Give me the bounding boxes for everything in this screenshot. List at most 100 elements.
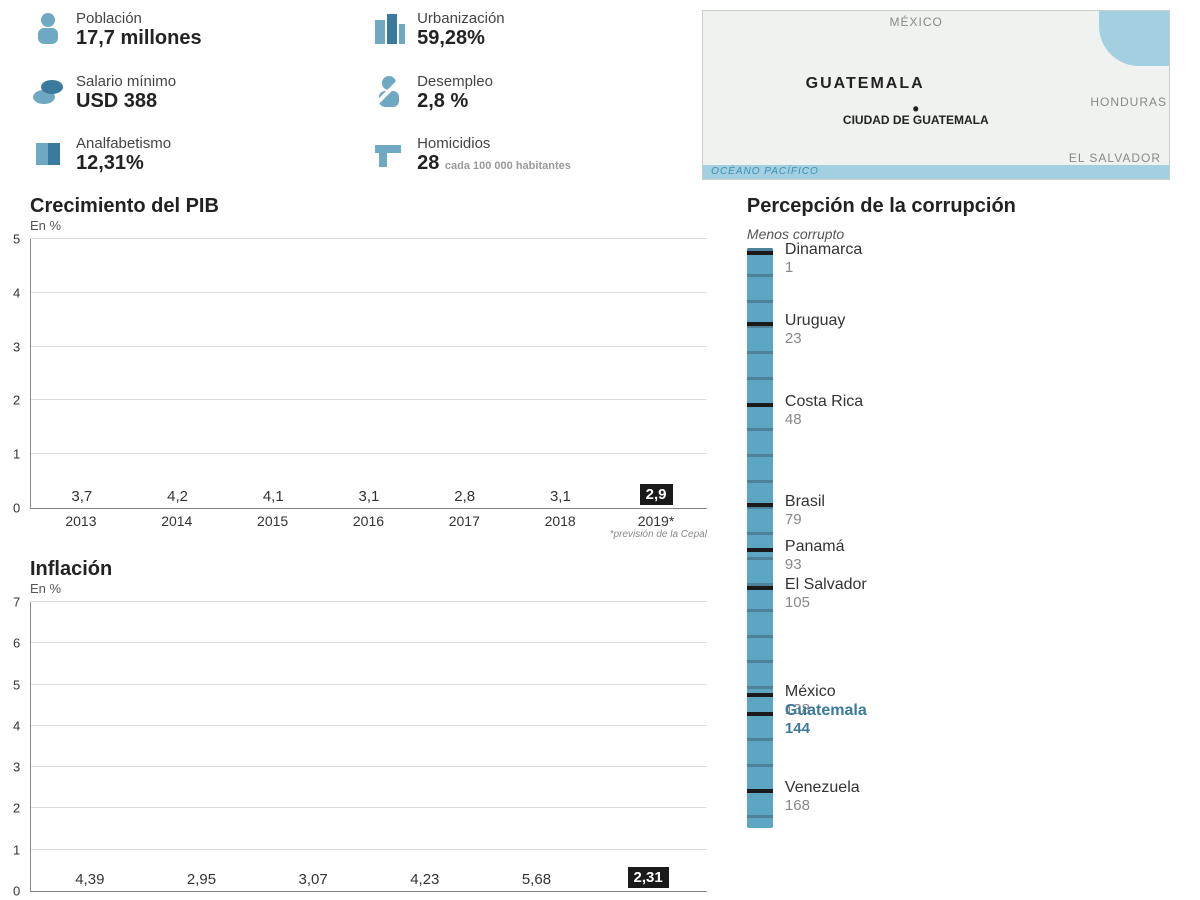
corruption-country: México xyxy=(785,683,836,701)
y-tick: 0 xyxy=(13,501,20,516)
x-label: 2019* xyxy=(613,513,699,529)
bar-value-label: 3,7 xyxy=(71,488,92,505)
pib-title: Crecimiento del PIB xyxy=(30,195,707,218)
x-label: 2014 xyxy=(134,513,220,529)
map-label-ocean: OCÉANO PACÍFICO xyxy=(711,166,819,177)
bar: 4,39 xyxy=(39,871,141,891)
bar-value-label: 3,1 xyxy=(550,488,571,505)
bar: 2,95 xyxy=(151,871,253,891)
inflation-sub: En % xyxy=(30,581,707,596)
corruption-country: Guatemala xyxy=(785,702,867,720)
corruption-item: Guatemala 144 xyxy=(785,702,867,737)
bar-value-label: 4,39 xyxy=(75,871,104,888)
stats-grid: Población 17,7 millones Urbanización 59,… xyxy=(30,10,682,180)
book-icon xyxy=(30,135,66,171)
stat-unemploy: Desempleo 2,8 % xyxy=(371,73,682,118)
bar-value-label: 4,2 xyxy=(167,488,188,505)
stat-label: Homicidios xyxy=(417,135,571,152)
stat-value: 2,8 % xyxy=(417,90,493,113)
corruption-item: El Salvador 105 xyxy=(785,576,867,611)
bar: 4,1 xyxy=(230,488,316,508)
bar: 2,31 xyxy=(597,867,699,891)
y-tick: 1 xyxy=(13,447,20,462)
corruption-item: Uruguay 23 xyxy=(785,312,845,347)
stat-value: 59,28% xyxy=(417,27,505,50)
y-tick: 5 xyxy=(13,677,20,692)
y-tick: 5 xyxy=(13,232,20,247)
corruption-item: Dinamarca 1 xyxy=(785,241,862,276)
pib-chart: Crecimiento del PIB En % 3,7 4,2 4,1 3,1… xyxy=(30,195,707,540)
bar-value-label: 2,31 xyxy=(628,867,669,888)
corruption-country: Venezuela xyxy=(785,779,860,797)
bar: 3,7 xyxy=(39,488,125,508)
corruption-country: Dinamarca xyxy=(785,241,862,259)
stat-illit: Analfabetismo 12,31% xyxy=(30,135,341,180)
pib-x-labels: 2013201420152016201720182019* xyxy=(30,513,707,529)
corruption-item: Venezuela 168 xyxy=(785,779,860,814)
y-tick: 6 xyxy=(13,636,20,651)
corruption-item: Brasil 79 xyxy=(785,493,825,528)
inflation-bars: 4,39 2,95 3,07 4,23 5,68 2,31 xyxy=(31,602,707,891)
stat-label: Urbanización xyxy=(417,10,505,27)
bar-value-label: 2,8 xyxy=(454,488,475,505)
map-block: MÉXICO GUATEMALA CIUDAD DE GUATEMALA HON… xyxy=(702,10,1170,180)
corruption-country: El Salvador xyxy=(785,576,867,594)
y-tick: 7 xyxy=(13,595,20,610)
stat-value: USD 388 xyxy=(76,90,176,113)
corruption-sub: Menos corrupto xyxy=(747,226,1170,242)
gun-icon xyxy=(371,135,407,171)
stat-homicide: Homicidios 28 cada 100 000 habitantes xyxy=(371,135,682,180)
x-label: 2018 xyxy=(517,513,603,529)
corruption-rank: 23 xyxy=(785,330,845,347)
bar-value-label: 3,07 xyxy=(299,871,328,888)
corruption-item: Panamá 93 xyxy=(785,538,845,573)
person-slash-icon xyxy=(371,73,407,109)
inflation-plot-area: 4,39 2,95 3,07 4,23 5,68 2,31 01234567 xyxy=(30,602,707,892)
y-tick: 4 xyxy=(13,285,20,300)
bar: 2,8 xyxy=(422,488,508,508)
corruption-country: Panamá xyxy=(785,538,845,556)
corruption-rank: 79 xyxy=(785,511,825,528)
corruption-country: Brasil xyxy=(785,493,825,511)
corruption-column: Percepción de la corrupción Menos corrup… xyxy=(747,195,1170,892)
y-tick: 4 xyxy=(13,718,20,733)
x-label: 2013 xyxy=(38,513,124,529)
y-tick: 2 xyxy=(13,393,20,408)
main-row: Crecimiento del PIB En % 3,7 4,2 4,1 3,1… xyxy=(30,195,1170,892)
stat-label: Desempleo xyxy=(417,73,493,90)
bar-value-label: 3,1 xyxy=(359,488,380,505)
stat-urban: Urbanización 59,28% xyxy=(371,10,682,55)
top-row: Población 17,7 millones Urbanización 59,… xyxy=(30,10,1170,180)
corruption-rank: 144 xyxy=(785,720,867,737)
map-country: GUATEMALA xyxy=(806,75,925,93)
map-label-mexico: MÉXICO xyxy=(890,15,943,29)
stat-minwage: Salario mínimo USD 388 xyxy=(30,73,341,118)
y-tick: 3 xyxy=(13,760,20,775)
corruption-rank: 1 xyxy=(785,259,862,276)
infographic-root: Población 17,7 millones Urbanización 59,… xyxy=(30,10,1170,890)
bar: 3,1 xyxy=(326,488,412,508)
bar: 4,23 xyxy=(374,871,476,891)
bar-value-label: 4,23 xyxy=(410,871,439,888)
pib-plot-area: 3,7 4,2 4,1 3,1 2,8 3,1 2,9 012345 xyxy=(30,239,707,509)
bar: 5,68 xyxy=(486,871,588,891)
person-icon xyxy=(30,10,66,46)
corruption-country: Uruguay xyxy=(785,312,845,330)
stat-value: 28 cada 100 000 habitantes xyxy=(417,152,571,175)
corruption-country: Costa Rica xyxy=(785,393,863,411)
corruption-rank: 93 xyxy=(785,556,845,573)
corruption-labels: Dinamarca 1Uruguay 23Costa Rica 48Brasil… xyxy=(785,248,1170,828)
bar-value-label: 4,1 xyxy=(263,488,284,505)
corruption-rank: 168 xyxy=(785,797,860,814)
inflation-title: Inflación xyxy=(30,558,707,581)
pib-sub: En % xyxy=(30,218,707,233)
corruption-rank: 48 xyxy=(785,411,863,428)
pib-note: *previsión de la Cepal xyxy=(30,529,707,540)
y-tick: 1 xyxy=(13,842,20,857)
bar: 4,2 xyxy=(135,488,221,508)
x-label: 2017 xyxy=(421,513,507,529)
y-tick: 3 xyxy=(13,339,20,354)
coins-icon xyxy=(30,73,66,109)
bar-value-label: 2,95 xyxy=(187,871,216,888)
map-capital: CIUDAD DE GUATEMALA xyxy=(843,105,989,127)
